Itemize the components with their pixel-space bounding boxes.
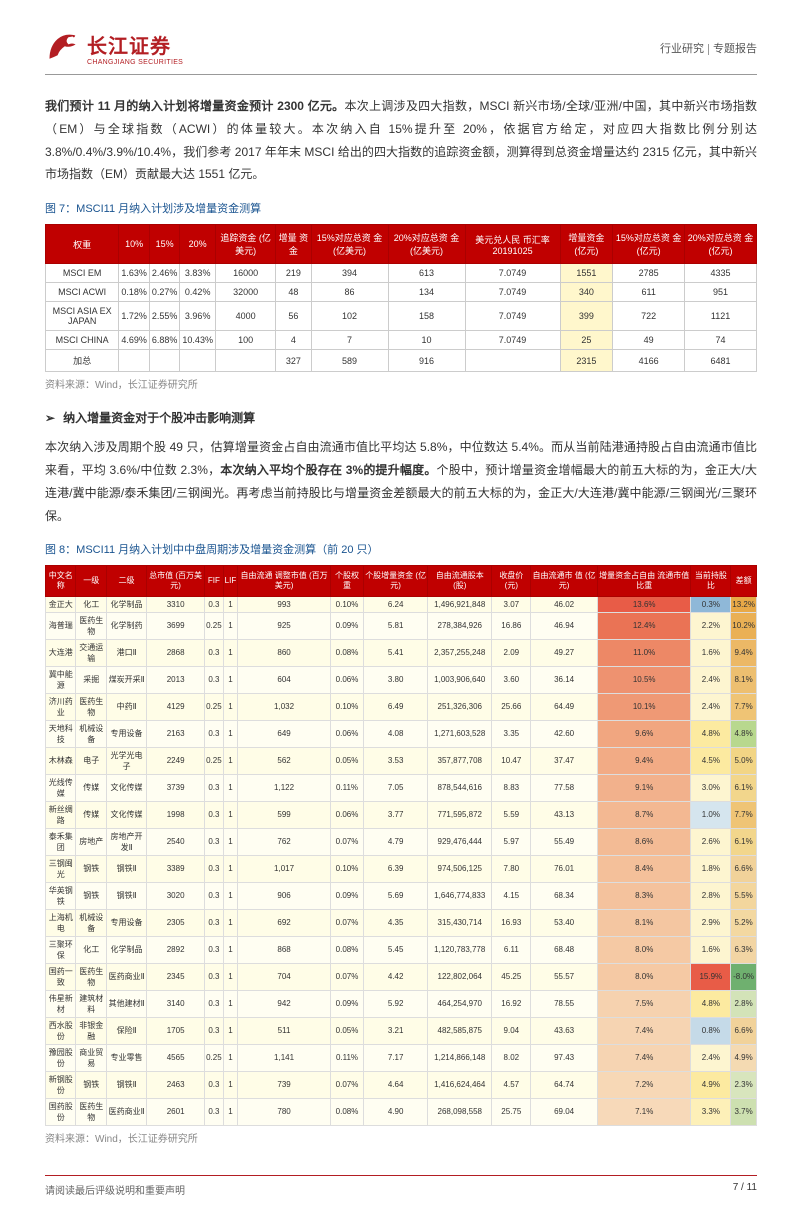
table-row: 上海机电机械设备专用设备23050.316920.07%4.35315,430,…: [46, 909, 757, 936]
logo: 长江证券 CHANGJIANG SECURITIES: [45, 30, 183, 66]
table-row: 大连港交通运输港口Ⅱ28680.318600.08%5.412,357,255,…: [46, 639, 757, 666]
table-row: 金正大化工化学制品33100.319930.10%6.241,496,921,8…: [46, 596, 757, 612]
table-header: 追踪资金 (亿美元): [215, 225, 275, 264]
table-fig8: 中文名称一级二级总市值 (百万美元)FIFLIF自由流通 调整市值 (百万美元)…: [45, 565, 757, 1125]
table-row: MSCI EM1.63%2.46%3.83%160002193946137.07…: [46, 264, 757, 283]
page-number: 7 / 11: [733, 1182, 757, 1197]
table-header: 总市值 (百万美元): [147, 566, 205, 596]
table-header: 权重: [46, 225, 119, 264]
table-row: 光线传媒传媒文化传媒37390.311,1220.11%7.05878,544,…: [46, 774, 757, 801]
table-header: 差额: [731, 566, 757, 596]
table-row: 三钢闽光钢铁钢铁Ⅱ33890.311,0170.10%6.39974,506,1…: [46, 855, 757, 882]
table-header: 增量资金占自由 流通市值比重: [597, 566, 691, 596]
fig8-source: 资料来源：Wind，长江证券研究所: [45, 1130, 757, 1145]
logo-icon: [45, 30, 81, 66]
table-header: 个股增量资金 (亿元): [364, 566, 428, 596]
table-header: 20%: [180, 225, 216, 264]
table-header: 20%对应总资 金 (亿美元): [388, 225, 465, 264]
header-category: 行业研究专题报告: [660, 40, 757, 56]
table-header: 美元兑人民 币汇率 20191025: [465, 225, 560, 264]
table-row: 冀中能源采掘煤炭开采Ⅱ20130.316040.06%3.801,003,906…: [46, 666, 757, 693]
table-row: 木林森电子光学光电子22490.2515620.05%3.53357,877,7…: [46, 747, 757, 774]
page-footer: 请阅读最后评级说明和重要声明 7 / 11: [45, 1175, 757, 1197]
table-header: 20%对应总资 金 (亿元): [685, 225, 757, 264]
table-row: 济川药业医药生物中药Ⅱ41290.2511,0320.10%6.49251,32…: [46, 693, 757, 720]
logo-text-en: CHANGJIANG SECURITIES: [87, 59, 183, 66]
table-row: 天地科技机械设备专用设备21630.316490.06%4.081,271,60…: [46, 720, 757, 747]
table-row: MSCI CHINA4.69%6.88%10.43%10047107.07492…: [46, 331, 757, 350]
table-header: 15%对应总资 金 (亿美元): [311, 225, 388, 264]
table-header: 10%: [119, 225, 150, 264]
paragraph-2: 本次纳入涉及周期个股 49 只，估算增量资金占自由流通市值比平均达 5.8%，中…: [45, 436, 757, 527]
table-header: 自由流通股本 (股): [428, 566, 492, 596]
table-fig7: 权重10%15%20%追踪资金 (亿美元)增量 资金15%对应总资 金 (亿美元…: [45, 224, 757, 372]
page-header: 长江证券 CHANGJIANG SECURITIES 行业研究专题报告: [45, 30, 757, 75]
table-row: 华英钢铁钢铁钢铁Ⅱ30200.319060.09%5.691,646,774,8…: [46, 882, 757, 909]
table-row: 伟星新材建筑材料其他建材Ⅱ31400.319420.09%5.92464,254…: [46, 990, 757, 1017]
footer-note: 请阅读最后评级说明和重要声明: [45, 1182, 185, 1197]
table-header: 当前持股比: [691, 566, 731, 596]
fig7-source: 资料来源：Wind，长江证券研究所: [45, 376, 757, 391]
table-header: 一级: [76, 566, 106, 596]
table-header: 个股权重: [330, 566, 363, 596]
table-header: 自由流通 调整市值 (百万美元): [238, 566, 331, 596]
table-header: 15%: [149, 225, 180, 264]
table-header: 自由流通市 值 (亿元): [531, 566, 598, 596]
table-header: 增量资金 (亿元): [560, 225, 613, 264]
table-row: 新钢股份钢铁钢铁Ⅱ24630.317390.07%4.641,416,624,4…: [46, 1071, 757, 1098]
table-row: 新丝绸路传媒文化传媒19980.315990.06%3.77771,595,87…: [46, 801, 757, 828]
table-row: 西水股份非银金融保险Ⅱ17050.315110.05%3.21482,585,8…: [46, 1017, 757, 1044]
table-header: FIF: [205, 566, 224, 596]
fig7-caption: 图 7：MSCI11 月纳入计划涉及增量资金测算: [45, 200, 757, 216]
table-header: 15%对应总资 金 (亿元): [613, 225, 685, 264]
table-header: 收盘价 (元): [492, 566, 531, 596]
section2-title: 纳入增量资金对于个股冲击影响测算: [45, 409, 757, 426]
table-header: 中文名称: [46, 566, 76, 596]
table-row: 三聚环保化工化学制品28920.318680.08%5.451,120,783,…: [46, 936, 757, 963]
table-row: MSCI ASIA EX JAPAN1.72%2.55%3.96%4000561…: [46, 302, 757, 331]
table-row: 加总327589916231541666481: [46, 350, 757, 372]
table-header: 二级: [106, 566, 146, 596]
table-row: 海普瑞医药生物化学制药36990.2519250.09%5.81278,384,…: [46, 612, 757, 639]
logo-text-cn: 长江证券: [87, 30, 183, 59]
table-row: 泰禾集团房地产房地产开发Ⅱ25400.317620.07%4.79929,476…: [46, 828, 757, 855]
table-row: 国药一致医药生物医药商业Ⅱ23450.317040.07%4.42122,802…: [46, 963, 757, 990]
paragraph-1: 我们预计 11 月的纳入计划将增量资金预计 2300 亿元。本次上调涉及四大指数…: [45, 95, 757, 186]
table-header: 增量 资金: [276, 225, 311, 264]
table-row: 豫园股份商业贸易专业零售45650.2511,1410.11%7.171,214…: [46, 1044, 757, 1071]
table-row: MSCI ACWI0.18%0.27%0.42%3200048861347.07…: [46, 283, 757, 302]
table-row: 国药股份医药生物医药商业Ⅱ26010.317800.08%4.90268,098…: [46, 1098, 757, 1125]
fig8-caption: 图 8：MSCI11 月纳入计划中中盘周期涉及增量资金测算（前 20 只）: [45, 541, 757, 557]
table-header: LIF: [223, 566, 238, 596]
